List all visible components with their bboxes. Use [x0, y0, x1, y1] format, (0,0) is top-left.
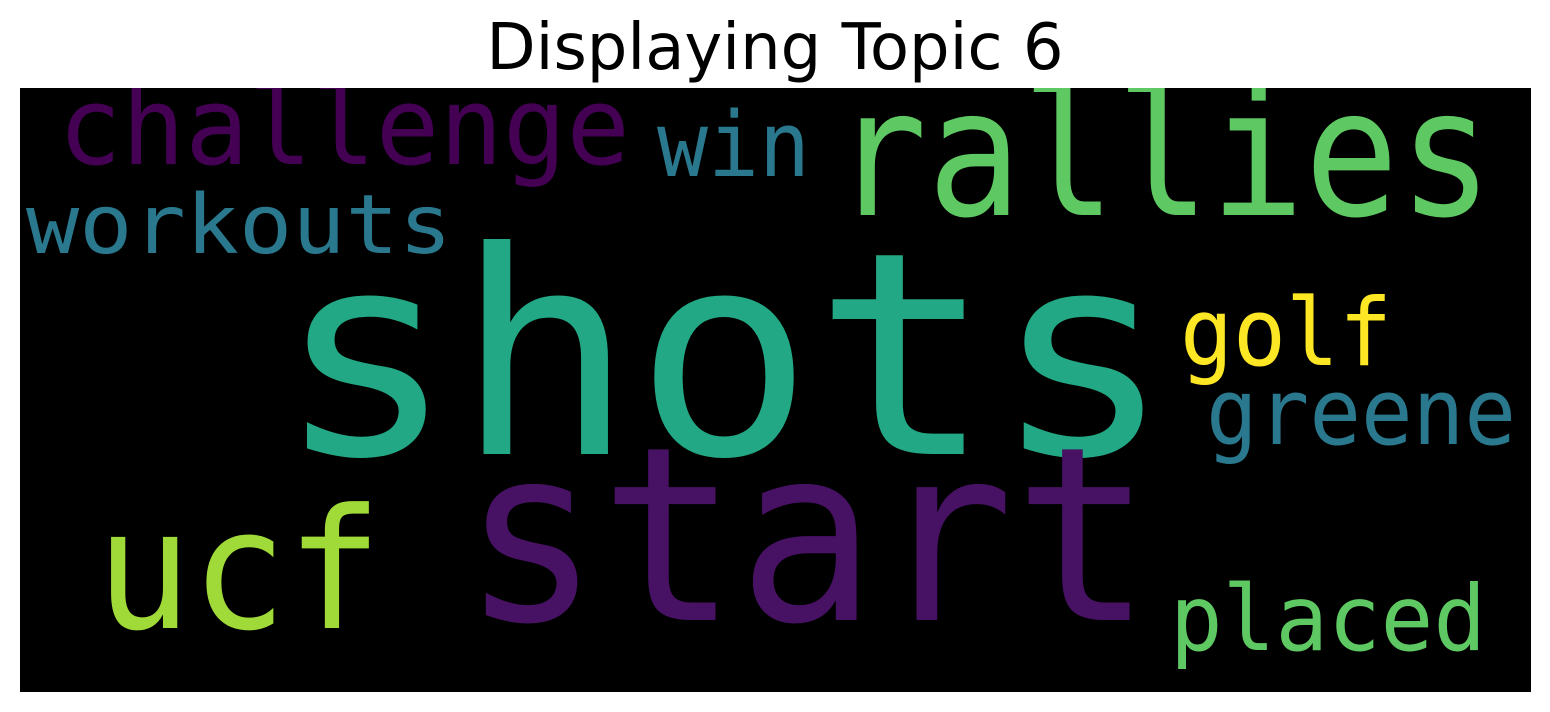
word-ucf: ucf — [96, 474, 382, 668]
word-workouts: workouts — [26, 178, 452, 273]
word-greene: greene — [1206, 359, 1516, 466]
word-start: start — [462, 395, 1152, 678]
wordcloud-svg: shots start rallies ucf challenge workou… — [26, 88, 1516, 678]
word-challenge: challenge — [58, 88, 630, 190]
word-placed: placed — [1170, 567, 1486, 672]
word-win: win — [657, 93, 810, 198]
wordcloud-canvas: shots start rallies ucf challenge workou… — [20, 88, 1531, 692]
figure-title: Displaying Topic 6 — [486, 11, 1064, 85]
word-golf: golf — [1180, 279, 1392, 388]
word-rallies: rallies — [833, 88, 1493, 257]
word-shots: shots — [276, 191, 1172, 521]
